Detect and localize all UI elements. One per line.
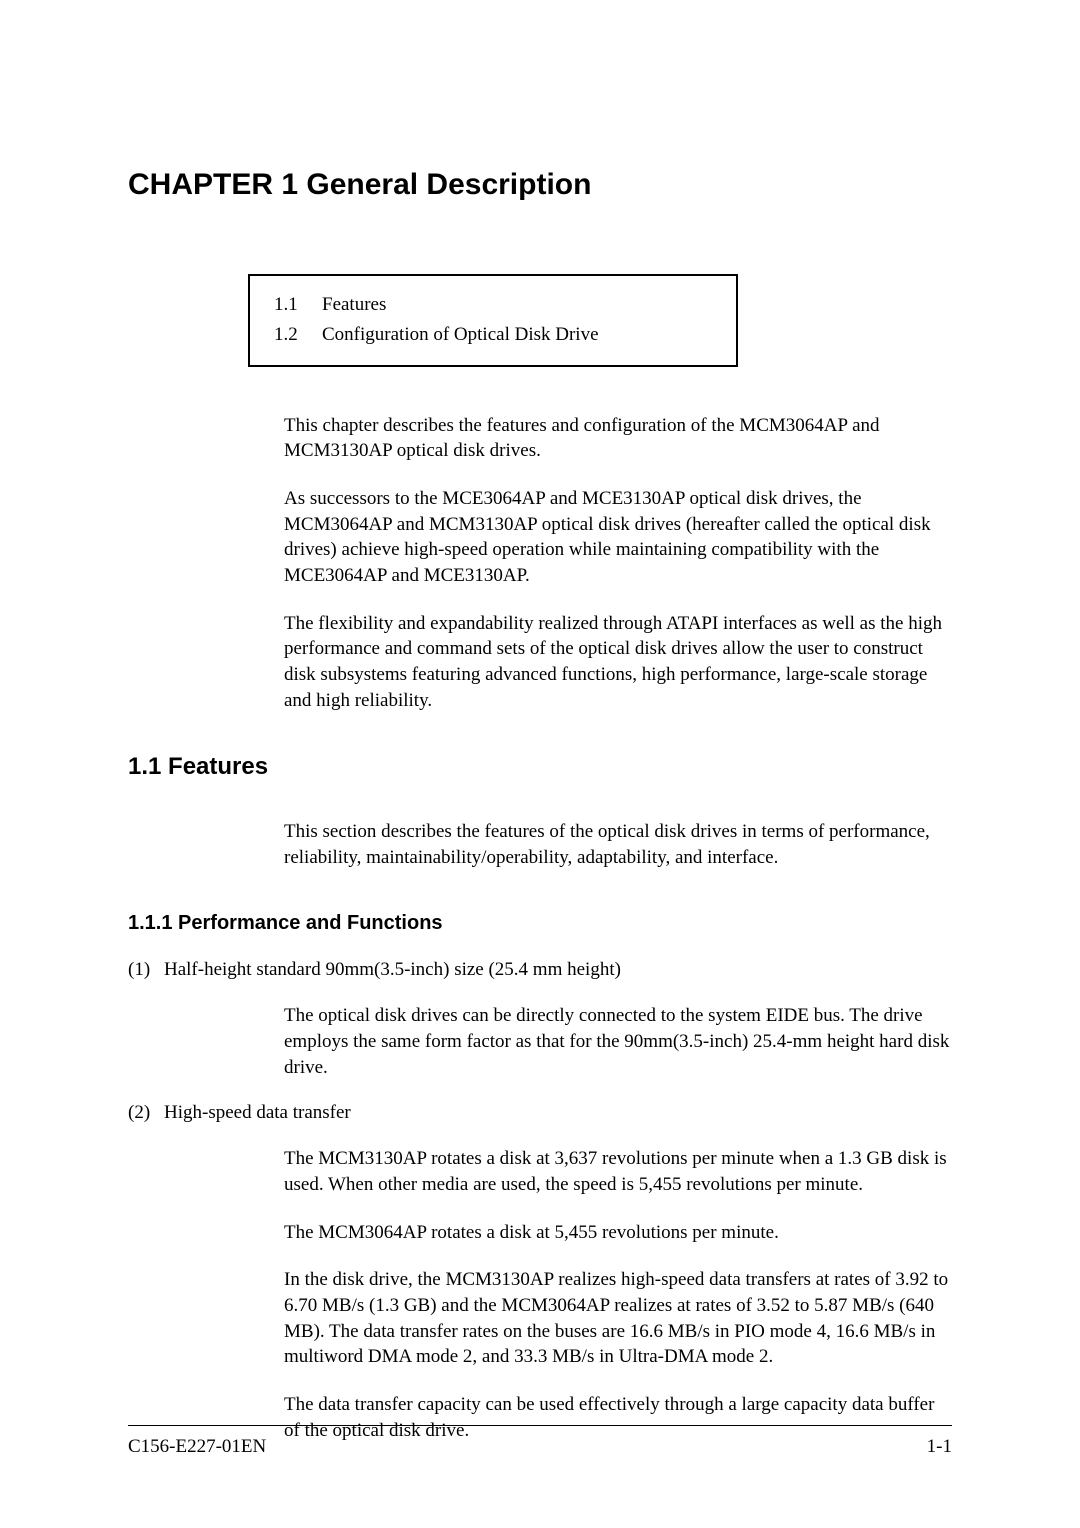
item-label: Half-height standard 90mm(3.5-inch) size… (164, 959, 621, 981)
numbered-item-2: (2) High-speed data transfer (128, 1102, 952, 1124)
item-label: High-speed data transfer (164, 1102, 351, 1124)
page-footer: C156-E227-01EN 1-1 (128, 1425, 952, 1458)
intro-paragraph-1: This chapter describes the features and … (284, 413, 952, 464)
item-2-paragraph-2: The MCM3064AP rotates a disk at 5,455 re… (284, 1220, 952, 1246)
toc-box: 1.1 Features 1.2 Configuration of Optica… (248, 274, 738, 367)
intro-paragraph-3: The flexibility and expandability realiz… (284, 611, 952, 714)
features-intro-paragraph: This section describes the features of t… (284, 819, 952, 870)
footer-doc-id: C156-E227-01EN (128, 1436, 266, 1458)
toc-item-2: 1.2 Configuration of Optical Disk Drive (274, 320, 712, 350)
intro-paragraph-2: As successors to the MCE3064AP and MCE31… (284, 486, 952, 589)
item-1-paragraph-1: The optical disk drives can be directly … (284, 1003, 952, 1080)
chapter-title: CHAPTER 1 General Description (128, 168, 952, 202)
item-number: (2) (128, 1102, 164, 1124)
item-2-paragraph-1: The MCM3130AP rotates a disk at 3,637 re… (284, 1146, 952, 1197)
toc-item-label: Configuration of Optical Disk Drive (322, 320, 599, 350)
toc-item-num: 1.1 (274, 290, 322, 320)
section-heading-features: 1.1 Features (128, 753, 952, 781)
item-2-paragraph-3: In the disk drive, the MCM3130AP realize… (284, 1267, 952, 1370)
subsection-heading-performance: 1.1.1 Performance and Functions (128, 912, 952, 935)
toc-item-1: 1.1 Features (274, 290, 712, 320)
toc-item-label: Features (322, 290, 386, 320)
toc-item-num: 1.2 (274, 320, 322, 350)
item-number: (1) (128, 959, 164, 981)
footer-page-number: 1-1 (927, 1436, 952, 1458)
numbered-item-1: (1) Half-height standard 90mm(3.5-inch) … (128, 959, 952, 981)
